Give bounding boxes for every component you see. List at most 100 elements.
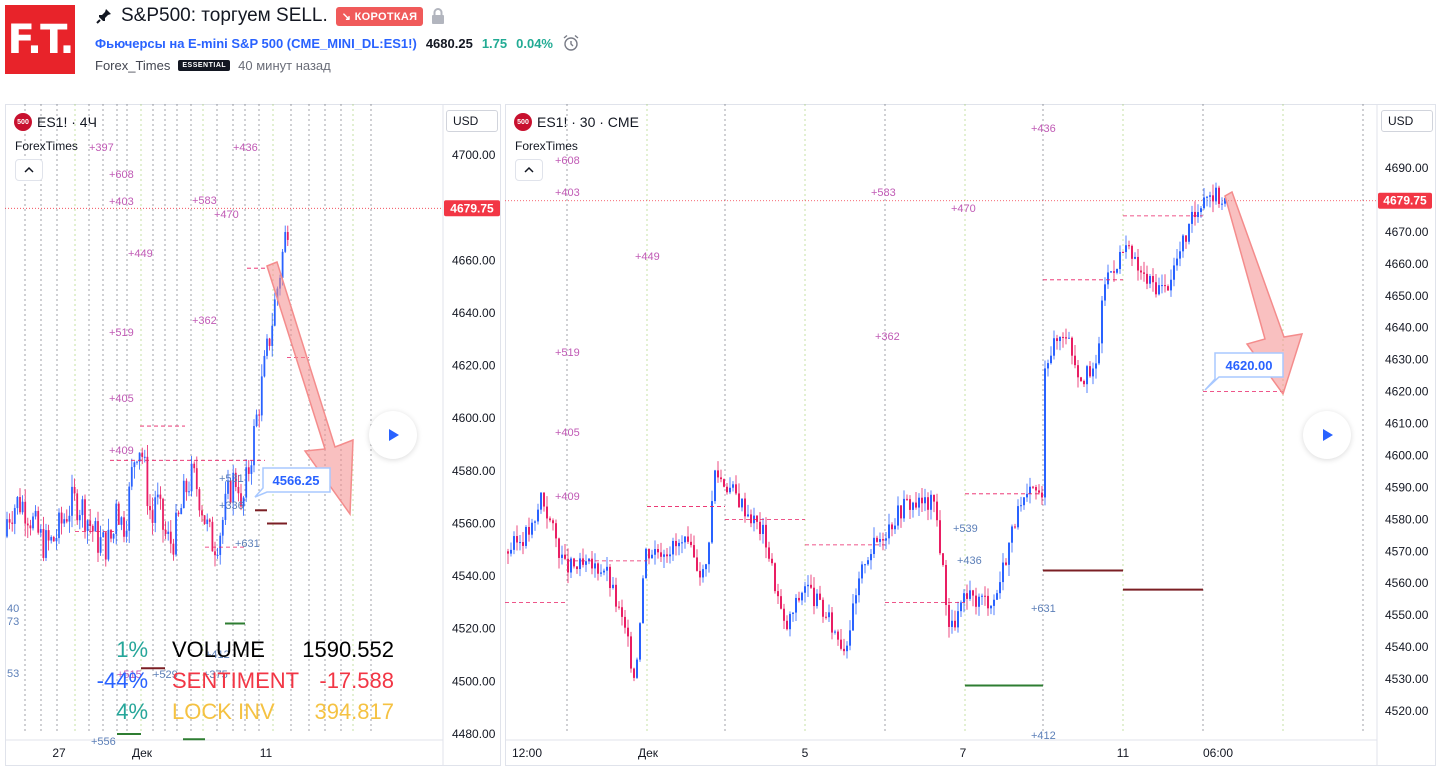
price-annotation: +608 xyxy=(109,169,134,181)
candle-body xyxy=(172,543,175,555)
candle-body xyxy=(136,461,138,463)
alarm-clock-icon[interactable] xyxy=(562,34,580,52)
y-tick-label: 4610.00 xyxy=(1385,417,1429,431)
candle-body xyxy=(182,480,185,509)
candle-body xyxy=(822,599,824,617)
stat-label: VOLUME xyxy=(172,637,265,662)
symbol-row: Фьючерсы на E-mini S&P 500 (CME_MINI_DL:… xyxy=(95,34,580,52)
x-tick-label: 7 xyxy=(960,746,967,760)
y-tick-label: 4530.00 xyxy=(1385,672,1429,686)
essential-badge: ESSENTIAL xyxy=(178,60,231,71)
y-tick-label: 4670.00 xyxy=(1385,225,1429,239)
brand-logo[interactable]: F.T. xyxy=(5,5,75,74)
price-change-percent: 0.04% xyxy=(516,35,553,51)
candle-body xyxy=(1128,245,1130,247)
right-chart-canvas[interactable]: 4690.004680.004670.004660.004650.004640.… xyxy=(505,104,1436,766)
candle-body xyxy=(1200,208,1202,213)
candle-body xyxy=(933,494,935,502)
candle-body xyxy=(149,506,151,511)
candle-body xyxy=(990,605,992,609)
candle-body xyxy=(167,531,170,534)
left-chart-canvas[interactable]: 4700.004680.004660.004640.004620.004600.… xyxy=(5,104,501,766)
candle-body xyxy=(888,524,890,539)
stat-value: -17.588 xyxy=(319,668,394,693)
candle-body xyxy=(227,480,229,494)
right-chart-pane[interactable] xyxy=(505,104,1436,766)
right-currency-button[interactable]: USD xyxy=(1381,110,1433,132)
right-play-button[interactable] xyxy=(1303,411,1351,459)
price-annotation: +470 xyxy=(951,203,976,215)
idea-title: S&P500: торгуем SELL. xyxy=(121,5,328,26)
candle-body xyxy=(203,515,206,525)
candle-body xyxy=(840,639,842,649)
price-annotation: +403 xyxy=(555,187,580,199)
candle-body xyxy=(993,599,995,606)
stat-label: SENTIMENT xyxy=(172,668,299,693)
x-tick-label: 12:00 xyxy=(512,746,542,760)
candle-body xyxy=(942,553,944,565)
candle-body xyxy=(37,510,40,533)
y-tick-label: 4690.00 xyxy=(1385,161,1429,175)
candle-body xyxy=(258,414,261,416)
candle-body xyxy=(870,554,872,561)
price-annotation: +397 xyxy=(89,142,114,154)
right-chart-symbol[interactable]: 500 ES1! · 30 · CME xyxy=(514,113,639,131)
candle-body xyxy=(690,541,692,546)
left-currency-button[interactable]: USD xyxy=(446,110,498,132)
side-number: 53 xyxy=(7,668,19,680)
candle-body xyxy=(978,596,980,607)
candle-body xyxy=(714,470,716,502)
right-collapse-button[interactable] xyxy=(515,159,543,181)
candle-body xyxy=(783,608,785,621)
candle-body xyxy=(672,540,674,555)
candle-body xyxy=(180,508,183,515)
candle-body xyxy=(1089,366,1091,377)
candle-body xyxy=(1131,245,1133,259)
candle-body xyxy=(1008,542,1010,565)
price-annotation: +631 xyxy=(1031,603,1056,615)
left-chart-symbol[interactable]: 500 ES1! · 4Ч xyxy=(14,113,97,131)
stat-percent: 4% xyxy=(116,699,148,724)
candle-body xyxy=(1137,256,1139,271)
y-tick-label: 4570.00 xyxy=(1385,544,1429,558)
candle-body xyxy=(858,578,860,596)
candle-body xyxy=(960,602,962,612)
candle-body xyxy=(513,536,515,550)
pin-icon xyxy=(96,9,111,24)
candle-body xyxy=(133,462,136,468)
candle-body xyxy=(588,558,590,562)
symbol-link[interactable]: Фьючерсы на E-mini S&P 500 (CME_MINI_DL:… xyxy=(95,35,417,51)
candle-body xyxy=(159,494,162,499)
candle-body xyxy=(723,479,725,487)
y-tick-label: 4640.00 xyxy=(452,306,496,320)
price-annotation: +470 xyxy=(214,209,239,221)
left-collapse-button[interactable] xyxy=(15,159,43,181)
price-annotation: +556 xyxy=(91,736,116,748)
y-tick-label: 4590.00 xyxy=(1385,480,1429,494)
candle-body xyxy=(573,558,575,567)
left-chart-pane[interactable] xyxy=(5,104,501,766)
stat-label: LOCK INV xyxy=(172,699,275,724)
candle-body xyxy=(99,537,102,553)
price-annotation: +531 xyxy=(219,473,244,485)
candle-body xyxy=(81,499,84,516)
candle-body xyxy=(1155,282,1157,295)
candle-body xyxy=(1188,223,1190,242)
candle-body xyxy=(696,557,698,571)
left-play-button[interactable] xyxy=(369,411,417,459)
candle-body xyxy=(900,505,902,519)
candle-body xyxy=(1173,265,1175,280)
y-tick-label: 4580.00 xyxy=(1385,512,1429,526)
chevron-up-icon xyxy=(24,166,34,173)
left-indicator-label: ForexTimes xyxy=(15,139,78,153)
candle-body xyxy=(651,554,653,559)
price-annotation: +529 xyxy=(153,669,178,681)
author-name[interactable]: Forex_Times xyxy=(95,58,171,73)
price-annotation: +608 xyxy=(555,155,580,167)
price-annotation: +409 xyxy=(555,491,580,503)
x-tick-label: Дек xyxy=(638,746,659,760)
price-annotation: +515 xyxy=(117,669,142,681)
candle-body xyxy=(873,537,875,555)
candle-body xyxy=(1017,506,1019,528)
y-tick-label: 4500.00 xyxy=(452,674,496,688)
